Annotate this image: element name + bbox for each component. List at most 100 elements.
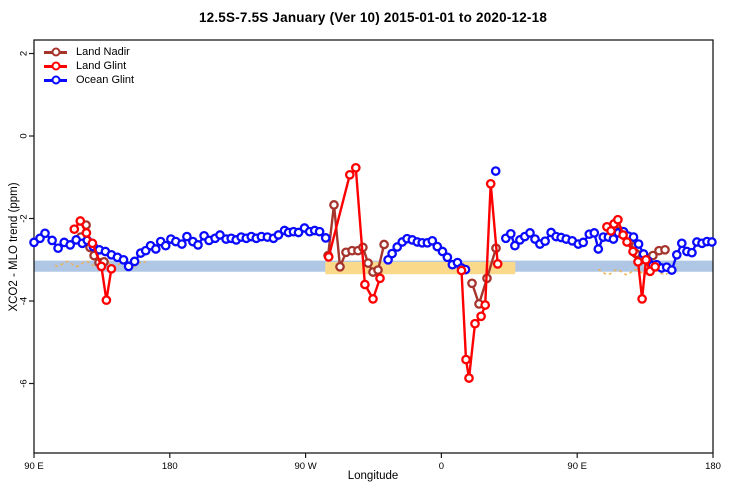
data-point-land-glint xyxy=(456,265,467,276)
data-point-ocean-glint xyxy=(129,256,140,267)
data-point-ocean-glint xyxy=(314,226,325,237)
data-point-land-glint xyxy=(344,169,355,180)
data-point-land-glint xyxy=(350,162,361,173)
data-point-land-glint xyxy=(650,261,660,272)
x-tick-label: 90 W xyxy=(295,461,317,472)
data-point-ocean-glint xyxy=(53,243,63,254)
data-point-land-nadir xyxy=(363,258,373,268)
data-point-land-glint xyxy=(368,294,378,304)
data-point-ocean-glint xyxy=(387,248,397,259)
data-point-land-glint xyxy=(492,259,503,269)
data-point-ocean-glint xyxy=(666,265,677,275)
data-point-ocean-glint xyxy=(273,230,284,240)
data-point-ocean-glint xyxy=(442,252,453,263)
data-point-ocean-glint xyxy=(123,261,134,272)
data-point-land-glint xyxy=(622,237,632,247)
land-nadir-marker-icon xyxy=(51,47,60,57)
data-point-ocean-glint xyxy=(320,233,331,243)
data-point-ocean-glint xyxy=(182,231,192,242)
data-point-land-glint xyxy=(480,300,491,310)
data-point-land-glint xyxy=(96,261,107,272)
data-point-land-glint xyxy=(106,263,117,274)
legend-item-ocean-glint: Ocean Glint xyxy=(44,73,134,87)
data-point-ocean-glint xyxy=(150,244,161,254)
x-tick-label: 0 xyxy=(439,461,444,472)
x-tick-label: 90 E xyxy=(567,461,587,472)
data-point-ocean-glint xyxy=(177,239,187,249)
data-point-ocean-glint xyxy=(589,228,600,238)
data-point-ocean-glint xyxy=(671,249,682,260)
data-point-land-glint xyxy=(69,224,80,235)
data-point-land-glint xyxy=(613,214,623,225)
y-axis-label: XCO2 - MLO trend (ppm) xyxy=(8,182,20,312)
data-point-ocean-glint xyxy=(193,240,203,250)
data-point-ocean-glint xyxy=(608,234,619,244)
data-point-land-glint xyxy=(618,230,628,240)
data-point-land-nadir xyxy=(329,200,339,210)
y-tick-label: 0 xyxy=(19,133,30,138)
legend-item-land-nadir: Land Nadir xyxy=(44,45,134,59)
data-point-ocean-glint xyxy=(40,228,50,239)
data-point-land-glint xyxy=(81,228,92,238)
x-tick-label: 180 xyxy=(705,461,721,472)
data-point-ocean-glint xyxy=(593,244,604,254)
y-tick-label: -4 xyxy=(19,297,30,305)
data-point-land-nadir xyxy=(335,261,345,272)
legend-label: Land Nadir xyxy=(76,46,130,58)
data-point-ocean-glint xyxy=(633,239,644,249)
legend-label: Land Glint xyxy=(76,60,127,72)
data-point-land-glint xyxy=(375,273,385,284)
data-point-land-nadir xyxy=(373,265,383,275)
y-tick-label: 2 xyxy=(19,51,30,56)
data-point-land-nadir xyxy=(467,278,477,289)
data-point-ocean-glint xyxy=(687,247,697,258)
y-tick-label: -6 xyxy=(19,379,30,387)
land-glint-marker-icon xyxy=(51,61,60,71)
data-point-land-glint xyxy=(461,354,471,365)
data-point-ocean-glint xyxy=(490,166,501,176)
data-point-ocean-glint xyxy=(65,240,76,250)
data-point-land-glint xyxy=(476,311,486,322)
chart-title: 12.5S-7.5S January (Ver 10) 2015-01-01 t… xyxy=(198,10,548,25)
x-tick-label: 90 E xyxy=(24,461,44,472)
series-line-land-nadir xyxy=(470,246,498,306)
data-point-land-glint xyxy=(641,254,651,265)
ocean-glint-line-sample xyxy=(44,75,67,85)
x-tick-label: 180 xyxy=(162,461,178,472)
data-point-land-nadir xyxy=(379,239,389,250)
legend-label: Ocean Glint xyxy=(76,74,135,86)
data-point-ocean-glint xyxy=(427,235,438,246)
data-point-ocean-glint xyxy=(505,228,516,239)
data-point-ocean-glint xyxy=(510,240,520,251)
y-tick-label: -2 xyxy=(19,214,30,222)
data-point-land-glint xyxy=(485,178,496,189)
land-glint-line-sample xyxy=(44,61,67,71)
data-point-ocean-glint xyxy=(628,232,639,242)
data-point-ocean-glint xyxy=(118,254,129,265)
x-axis-label: Longitude xyxy=(347,470,399,482)
data-point-land-glint xyxy=(633,256,643,267)
data-point-land-glint xyxy=(464,373,474,383)
data-point-land-glint xyxy=(470,318,480,329)
data-point-ocean-glint xyxy=(707,237,717,247)
data-point-land-glint xyxy=(75,216,86,226)
data-point-ocean-glint xyxy=(540,236,550,247)
data-point-land-glint xyxy=(101,295,112,306)
data-point-land-glint xyxy=(323,252,334,262)
data-point-ocean-glint xyxy=(160,240,171,251)
legend: Land Nadir Land Glint Ocean Glint xyxy=(44,45,134,87)
data-point-ocean-glint xyxy=(676,238,687,249)
data-point-land-glint xyxy=(360,279,370,290)
ocean-glint-marker-icon xyxy=(51,75,60,85)
data-point-ocean-glint xyxy=(578,237,589,248)
data-point-land-glint xyxy=(87,238,98,249)
data-point-ocean-glint xyxy=(525,228,535,238)
data-point-ocean-glint xyxy=(437,246,448,257)
data-point-land-glint xyxy=(628,246,638,257)
data-point-ocean-glint xyxy=(47,235,57,246)
data-point-land-glint xyxy=(637,294,647,304)
data-point-ocean-glint xyxy=(293,227,304,238)
